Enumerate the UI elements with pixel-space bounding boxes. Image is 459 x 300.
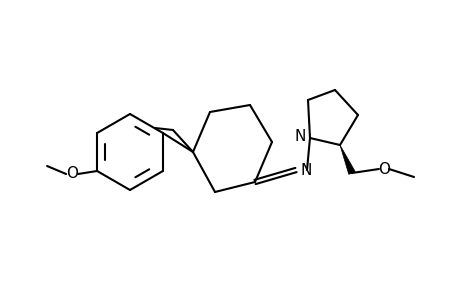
Text: O: O — [66, 167, 78, 182]
Text: O: O — [377, 161, 389, 176]
Text: N: N — [300, 163, 312, 178]
Polygon shape — [339, 145, 354, 174]
Text: N: N — [294, 128, 305, 143]
